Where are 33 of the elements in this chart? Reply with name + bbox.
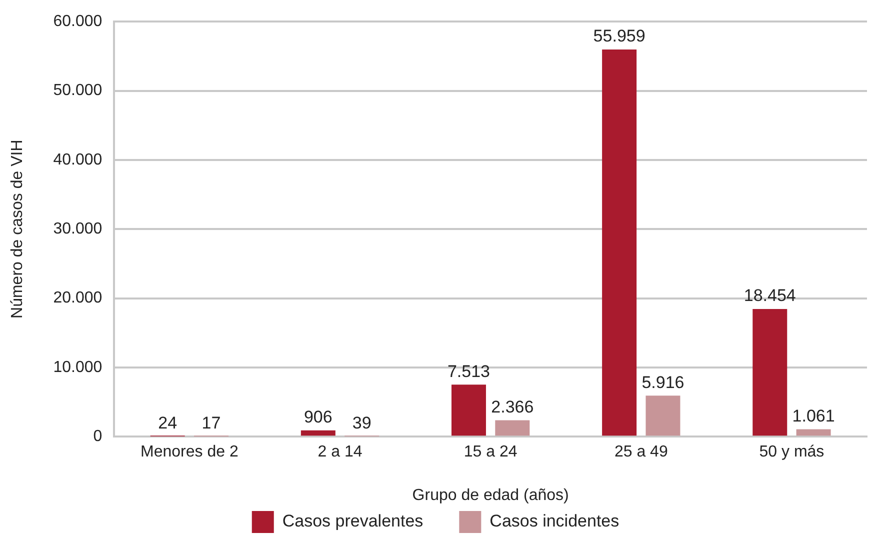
y-tick-label: 30.000 xyxy=(53,220,102,238)
bar xyxy=(495,420,530,436)
bar xyxy=(796,429,831,436)
bar xyxy=(451,384,486,436)
data-label: 7.513 xyxy=(447,362,490,381)
x-tick-label: Menores de 2 xyxy=(140,444,238,461)
bar xyxy=(602,50,637,436)
data-label: 18.454 xyxy=(744,286,796,306)
data-label: 2.366 xyxy=(491,397,534,416)
bar xyxy=(752,308,788,436)
x-tick-label: 15 a 24 xyxy=(464,444,518,461)
data-label: 24 xyxy=(158,414,178,433)
y-tick-label: 10.000 xyxy=(53,358,102,376)
x-tick-label: 25 a 49 xyxy=(614,444,668,461)
x-axis-title: Grupo de edad (años) xyxy=(412,486,569,504)
data-label: 5.916 xyxy=(642,372,684,392)
data-label: 17 xyxy=(202,414,221,433)
data-label: 906 xyxy=(304,408,332,427)
x-tick-label: 2 a 14 xyxy=(318,444,362,461)
bar xyxy=(646,396,680,436)
bar xyxy=(300,430,336,436)
y-tick-label: 40.000 xyxy=(53,151,102,168)
legend-label: Casos prevalentes xyxy=(282,512,424,531)
y-tick-label: 50.000 xyxy=(53,82,102,100)
y-tick-label: 0 xyxy=(93,428,102,446)
data-label: 55.959 xyxy=(593,26,646,46)
y-axis-title: Número de casos de VIH xyxy=(9,140,26,318)
data-label: 39 xyxy=(352,414,372,433)
x-tick-label: 50 y más xyxy=(759,444,824,461)
y-tick-label: 20.000 xyxy=(53,290,102,307)
y-tick-label: 60.000 xyxy=(53,13,102,30)
legend-label: Casos incidentes xyxy=(490,512,620,531)
data-label: 1.061 xyxy=(792,406,835,426)
